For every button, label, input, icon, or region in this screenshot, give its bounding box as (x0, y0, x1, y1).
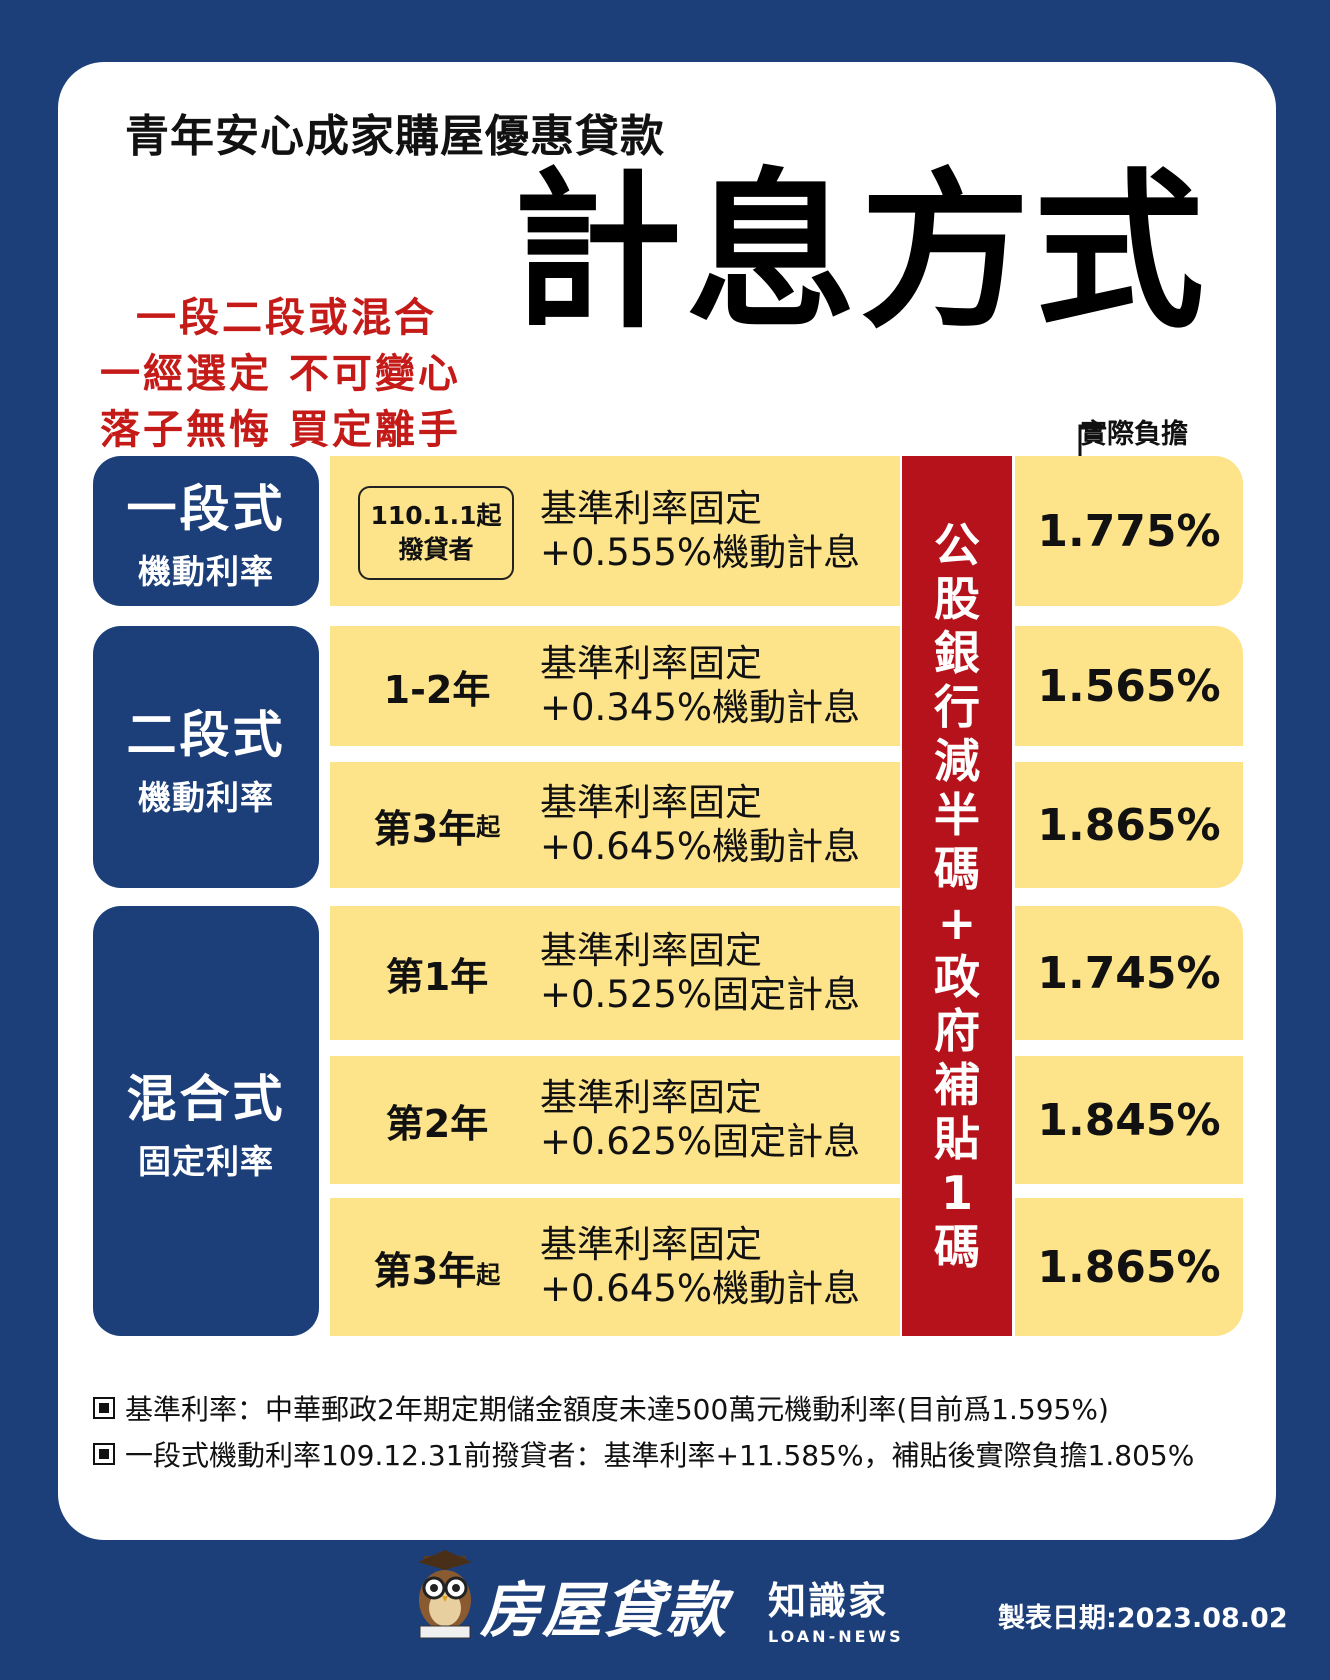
group-title: 二段式 (126, 706, 286, 764)
group-two-stage: 二段式 機動利率 (93, 626, 319, 888)
subsidy-char: 減 (934, 734, 980, 788)
period-label: 第1年 (385, 954, 489, 999)
period: 第1年 (352, 906, 522, 1040)
period-label: 第3年 (373, 1248, 477, 1293)
period: 1-2年 (352, 626, 522, 746)
formula-line: +0.525%固定計息 (540, 973, 861, 1016)
brand-side: 知識家 LOAN-NEWS (768, 1570, 904, 1646)
formula-line: +0.345%機動計息 (540, 686, 861, 729)
slogan-line: 一段二段或混合 (136, 295, 437, 341)
group-subtitle: 機動利率 (138, 778, 274, 817)
rate-cell: 1.865% (1015, 762, 1243, 888)
rate-cell: 1.865% (1015, 1198, 1243, 1336)
rate-cell: 1.775% (1015, 456, 1243, 606)
period-label: 第2年 (385, 1101, 489, 1146)
period-label: 1-2年 (383, 667, 491, 712)
period-box-line: 撥貸者 (398, 535, 474, 564)
formula: 基準利率固定 +0.625%固定計息 (540, 1056, 860, 1184)
table-row: 第3年起 基準利率固定 +0.645%機動計息 (330, 1198, 900, 1336)
rate-cell: 1.845% (1015, 1056, 1243, 1184)
subsidy-char: 政 (934, 950, 980, 1004)
formula: 基準利率固定 +0.555%機動計息 (540, 456, 860, 606)
table-row: 第3年起 基準利率固定 +0.645%機動計息 (330, 762, 900, 888)
period-box-line: 110.1.1起 (370, 501, 502, 530)
created-date: 製表日期:2023.08.02 (998, 1603, 1288, 1634)
subsidy-bar: 公 股 銀 行 減 半 碼 + 政 府 補 貼 1 碼 (902, 456, 1012, 1336)
table-row: 110.1.1起 撥貸者 基準利率固定 +0.555%機動計息 (330, 456, 900, 606)
rate-cell: 1.745% (1015, 906, 1243, 1040)
formula-line: 基準利率固定 (540, 487, 762, 530)
brand-logo: 房屋貸款 知識家 LOAN-NEWS (410, 1548, 910, 1658)
formula-line: +0.555%機動計息 (540, 531, 861, 574)
group-subtitle: 機動利率 (138, 552, 274, 591)
page-title: 計息方式 (512, 154, 1209, 352)
period-box: 110.1.1起 撥貸者 (358, 486, 514, 580)
formula: 基準利率固定 +0.345%機動計息 (540, 626, 860, 746)
subsidy-char: 補 (934, 1058, 980, 1112)
footnote-text: 一段式機動利率109.12.31前撥貸者：基準利率+11.585%，補貼後實際負… (125, 1439, 1195, 1472)
brand-side-text: 知識家 (768, 1579, 889, 1623)
subsidy-char: 公 (934, 518, 980, 572)
subsidy-char: + (937, 896, 977, 950)
footnote: 一段式機動利率109.12.31前撥貸者：基準利率+11.585%，補貼後實際負… (93, 1431, 1194, 1477)
brand-name: 房屋貸款 (480, 1576, 728, 1646)
group-title: 混合式 (126, 1070, 286, 1128)
formula: 基準利率固定 +0.525%固定計息 (540, 906, 860, 1040)
footnote: 基準利率：中華郵政2年期定期儲金額度未達500萬元機動利率(目前爲1.595%) (93, 1385, 1194, 1431)
slogan-line: 落子無悔 買定離手 (100, 407, 461, 453)
formula-line: 基準利率固定 (540, 929, 762, 972)
owl-mascot-icon (418, 1550, 472, 1639)
subsidy-char: 碼 (934, 1220, 980, 1274)
formula: 基準利率固定 +0.645%機動計息 (540, 762, 860, 888)
subsidy-char: 半 (934, 788, 980, 842)
subsidy-char: 碼 (934, 842, 980, 896)
slogan-line: 一經選定 不可變心 (100, 351, 461, 397)
period-suffix: 起 (476, 813, 501, 841)
square-bullet-icon (93, 1443, 115, 1465)
table-row: 第1年 基準利率固定 +0.525%固定計息 (330, 906, 900, 1040)
formula-line: +0.645%機動計息 (540, 1267, 861, 1310)
formula-line: 基準利率固定 (540, 781, 762, 824)
formula-line: +0.645%機動計息 (540, 825, 861, 868)
subsidy-char: 銀 (934, 626, 980, 680)
formula-line: +0.625%固定計息 (540, 1120, 861, 1163)
formula-line: 基準利率固定 (540, 1223, 762, 1266)
footnote-text: 基準利率：中華郵政2年期定期儲金額度未達500萬元機動利率(目前爲1.595%) (125, 1393, 1109, 1426)
square-bullet-icon (93, 1397, 115, 1419)
subsidy-char: 貼 (934, 1112, 980, 1166)
subsidy-char: 府 (934, 1004, 980, 1058)
subtitle: 青年安心成家購屋優惠貸款 (125, 111, 665, 162)
group-subtitle: 固定利率 (138, 1142, 274, 1181)
slogan: 一段二段或混合 一經選定 不可變心 落子無悔 買定離手 (100, 290, 510, 458)
subsidy-char: 行 (934, 680, 980, 734)
actual-burden-label: 實際負擔 (1080, 419, 1188, 450)
period: 第3年起 (352, 1198, 522, 1336)
group-mixed: 混合式 固定利率 (93, 906, 319, 1336)
period: 第3年起 (352, 762, 522, 888)
formula: 基準利率固定 +0.645%機動計息 (540, 1198, 860, 1336)
table-row: 1-2年 基準利率固定 +0.345%機動計息 (330, 626, 900, 746)
subsidy-char: 1 (940, 1166, 973, 1220)
period-label: 第3年 (373, 806, 477, 851)
period: 第2年 (352, 1056, 522, 1184)
period-suffix: 起 (476, 1261, 501, 1289)
group-title: 一段式 (126, 480, 286, 538)
group-one-stage: 一段式 機動利率 (93, 456, 319, 606)
formula-line: 基準利率固定 (540, 1076, 762, 1119)
footnotes: 基準利率：中華郵政2年期定期儲金額度未達500萬元機動利率(目前爲1.595%)… (93, 1385, 1194, 1477)
rate-cell: 1.565% (1015, 626, 1243, 746)
table-row: 第2年 基準利率固定 +0.625%固定計息 (330, 1056, 900, 1184)
subsidy-char: 股 (934, 572, 980, 626)
brand-english: LOAN-NEWS (768, 1627, 904, 1646)
formula-line: 基準利率固定 (540, 642, 762, 685)
